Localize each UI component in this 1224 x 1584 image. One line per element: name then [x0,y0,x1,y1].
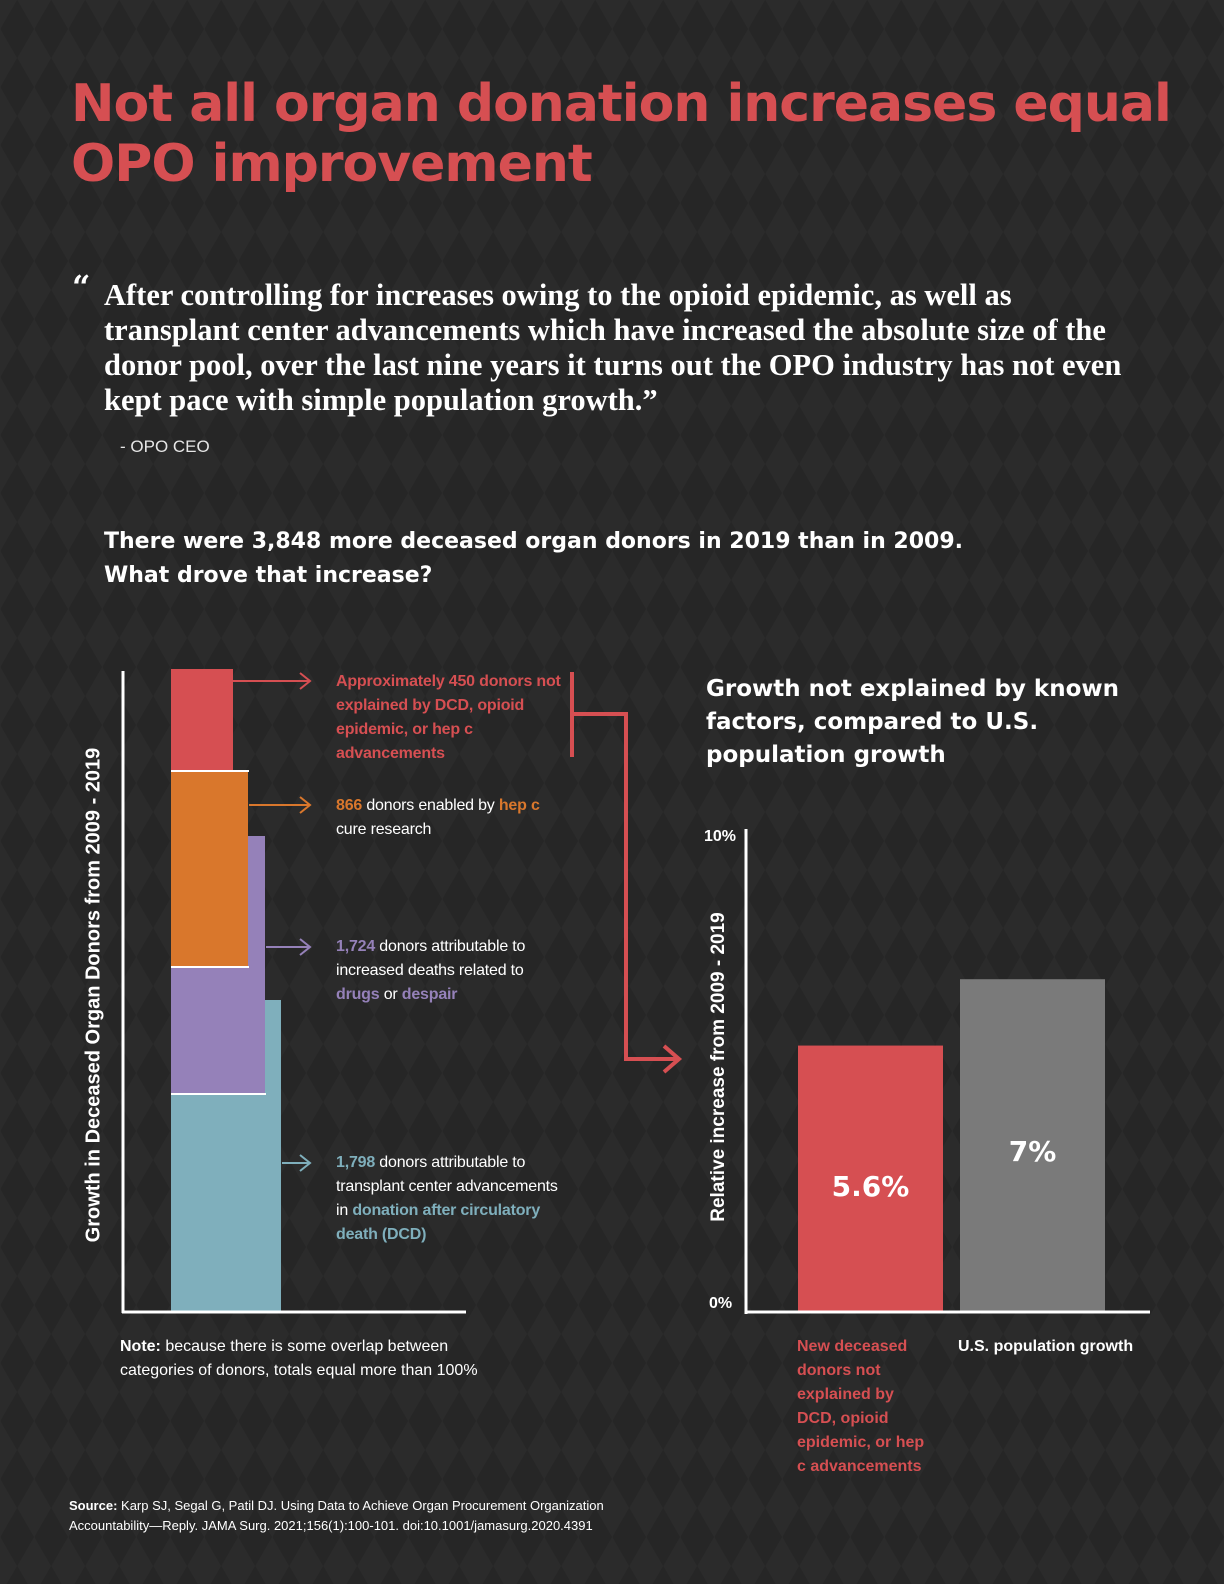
right-chart-title: Growth not explained by known factors, c… [706,676,1120,768]
quote-text: After controlling for increases owing to… [104,278,1122,417]
lead-text: There were 3,848 more deceased organ don… [104,525,1104,593]
arrow-purple [266,938,312,956]
value-label-unexplained: 5.6% [831,1170,910,1204]
arrow-orange [249,796,312,814]
source-citation: Source: Karp SJ, Segal G, Patil DJ. Usin… [69,1496,629,1536]
arrow-red [233,672,312,690]
annotation-unexplained: Approximately 450 donors not explained b… [336,673,561,762]
bar-segment-orange [171,771,248,967]
annotation-drugs-highlight: drugs [336,986,380,1003]
annotation-drugs: 1,724 donors attributable to increased d… [336,938,526,1003]
annotation-dcd-highlight: donation after circulatory death (DCD) [336,1202,541,1243]
y-tick-10: 10% [704,828,737,845]
quote-mark: “ [72,268,91,306]
note-text: because there is some overlap between ca… [120,1338,478,1379]
source-label: Source: [69,1498,118,1513]
right-chart-y-axis-label: Relative increase from 2009 - 2019 [708,912,729,1222]
value-label-population: 7% [1008,1135,1057,1169]
annotation-hep-c: 866 donors enabled by hep c cure researc… [336,797,540,838]
source-text: Karp SJ, Segal G, Patil DJ. Using Data t… [69,1498,604,1533]
quote-attribution: - OPO CEO [120,437,210,456]
chart-note: Note: because there is some overlap betw… [120,1335,480,1383]
bar-segment-red [171,669,233,770]
lead-line-2: What drove that increase? [104,563,433,588]
note-label: Note: [120,1338,161,1355]
lead-line-1: There were 3,848 more deceased organ don… [104,529,963,554]
annotation-hep-c-number: 866 [336,797,363,814]
bar-unexplained-growth [798,1045,943,1311]
connector-arrow [570,672,683,1074]
left-chart-y-axis-label: Growth in Deceased Organ Donors from 200… [82,747,105,1243]
annotation-drugs-number: 1,724 [336,938,376,955]
annotation-dcd: 1,798 donors attributable to transplant … [336,1154,558,1243]
y-tick-0: 0% [709,1295,733,1312]
arrow-teal [282,1154,312,1172]
category-label-unexplained: New deceased donors not explained by DCD… [797,1338,925,1475]
bar-population-growth [960,979,1105,1311]
page-title: Not all organ donation increases equal O… [71,74,1172,194]
annotation-despair-highlight: despair [401,986,458,1003]
annotation-dcd-number: 1,798 [336,1154,376,1171]
category-label-population: U.S. population growth [958,1338,1134,1355]
annotation-hep-c-highlight: hep c [498,797,540,814]
